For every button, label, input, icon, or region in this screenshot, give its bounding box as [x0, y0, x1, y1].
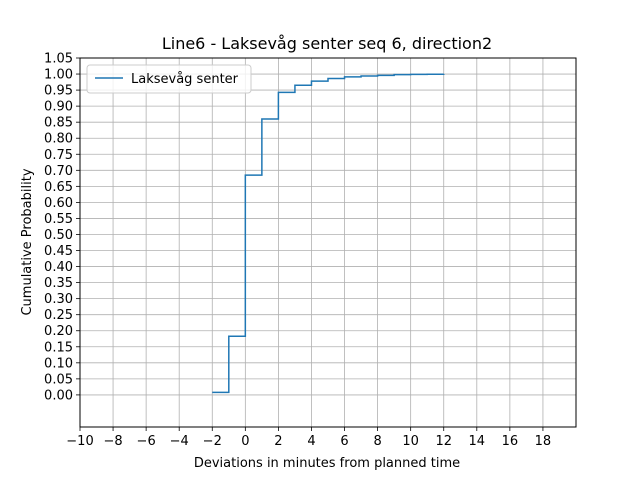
y-tick-label: 0.90 [44, 100, 73, 115]
y-tick-label: 0.70 [44, 164, 73, 179]
y-tick-label: 0.00 [44, 388, 73, 403]
y-tick-label: 0.60 [44, 196, 73, 211]
x-tick-label: −8 [103, 434, 122, 449]
y-tick-label: 1.00 [44, 68, 73, 83]
y-tick-label: 0.25 [44, 308, 73, 323]
x-tick-label: 4 [307, 434, 315, 449]
x-tick-label: 0 [241, 434, 249, 449]
y-axis-label: Cumulative Probability [20, 168, 35, 315]
y-tick-label: 0.55 [44, 212, 73, 227]
y-tick-label: 0.35 [44, 276, 73, 291]
x-tick-label: 6 [340, 434, 348, 449]
x-tick-label: 18 [535, 434, 552, 449]
x-tick-label: −2 [203, 434, 222, 449]
y-tick-label: 0.15 [44, 340, 73, 355]
x-tick-label: 12 [435, 434, 452, 449]
y-tick-label: 0.05 [44, 372, 73, 387]
x-tick-label: 16 [502, 434, 519, 449]
y-tick-label: 0.80 [44, 132, 73, 147]
y-axis-ticks: 0.000.050.100.150.200.250.300.350.400.45… [44, 52, 80, 403]
y-tick-label: 0.10 [44, 356, 73, 371]
y-tick-label: 0.65 [44, 180, 73, 195]
legend-label: Laksevåg senter [131, 72, 239, 87]
x-tick-label: −10 [66, 434, 93, 449]
y-tick-label: 0.20 [44, 324, 73, 339]
y-tick-label: 0.95 [44, 84, 73, 99]
series-layer [212, 73, 445, 394]
x-tick-label: −6 [137, 434, 156, 449]
y-tick-label: 0.45 [44, 244, 73, 259]
series-line [212, 73, 445, 394]
chart-title: Line6 - Laksevåg senter seq 6, direction… [162, 34, 492, 53]
grid-lines [79, 57, 576, 427]
legend: Laksevåg senter [86, 64, 252, 94]
y-tick-label: 1.05 [44, 52, 73, 67]
y-tick-label: 0.85 [44, 116, 73, 131]
y-tick-label: 0.40 [44, 260, 73, 275]
x-tick-label: 2 [274, 434, 282, 449]
y-tick-label: 0.30 [44, 292, 73, 307]
x-tick-label: −4 [170, 434, 189, 449]
x-tick-label: 8 [373, 434, 381, 449]
legend-box [86, 64, 252, 94]
plot-frame [79, 57, 577, 428]
y-tick-label: 0.75 [44, 148, 73, 163]
y-tick-label: 0.50 [44, 228, 73, 243]
x-tick-label: 14 [469, 434, 486, 449]
x-axis-label: Deviations in minutes from planned time [194, 456, 460, 471]
x-tick-label: 10 [402, 434, 419, 449]
x-axis-ticks: −10 −8 −6 −4 −2 0 2 4 6 8 10 12 14 16 18 [66, 427, 551, 449]
